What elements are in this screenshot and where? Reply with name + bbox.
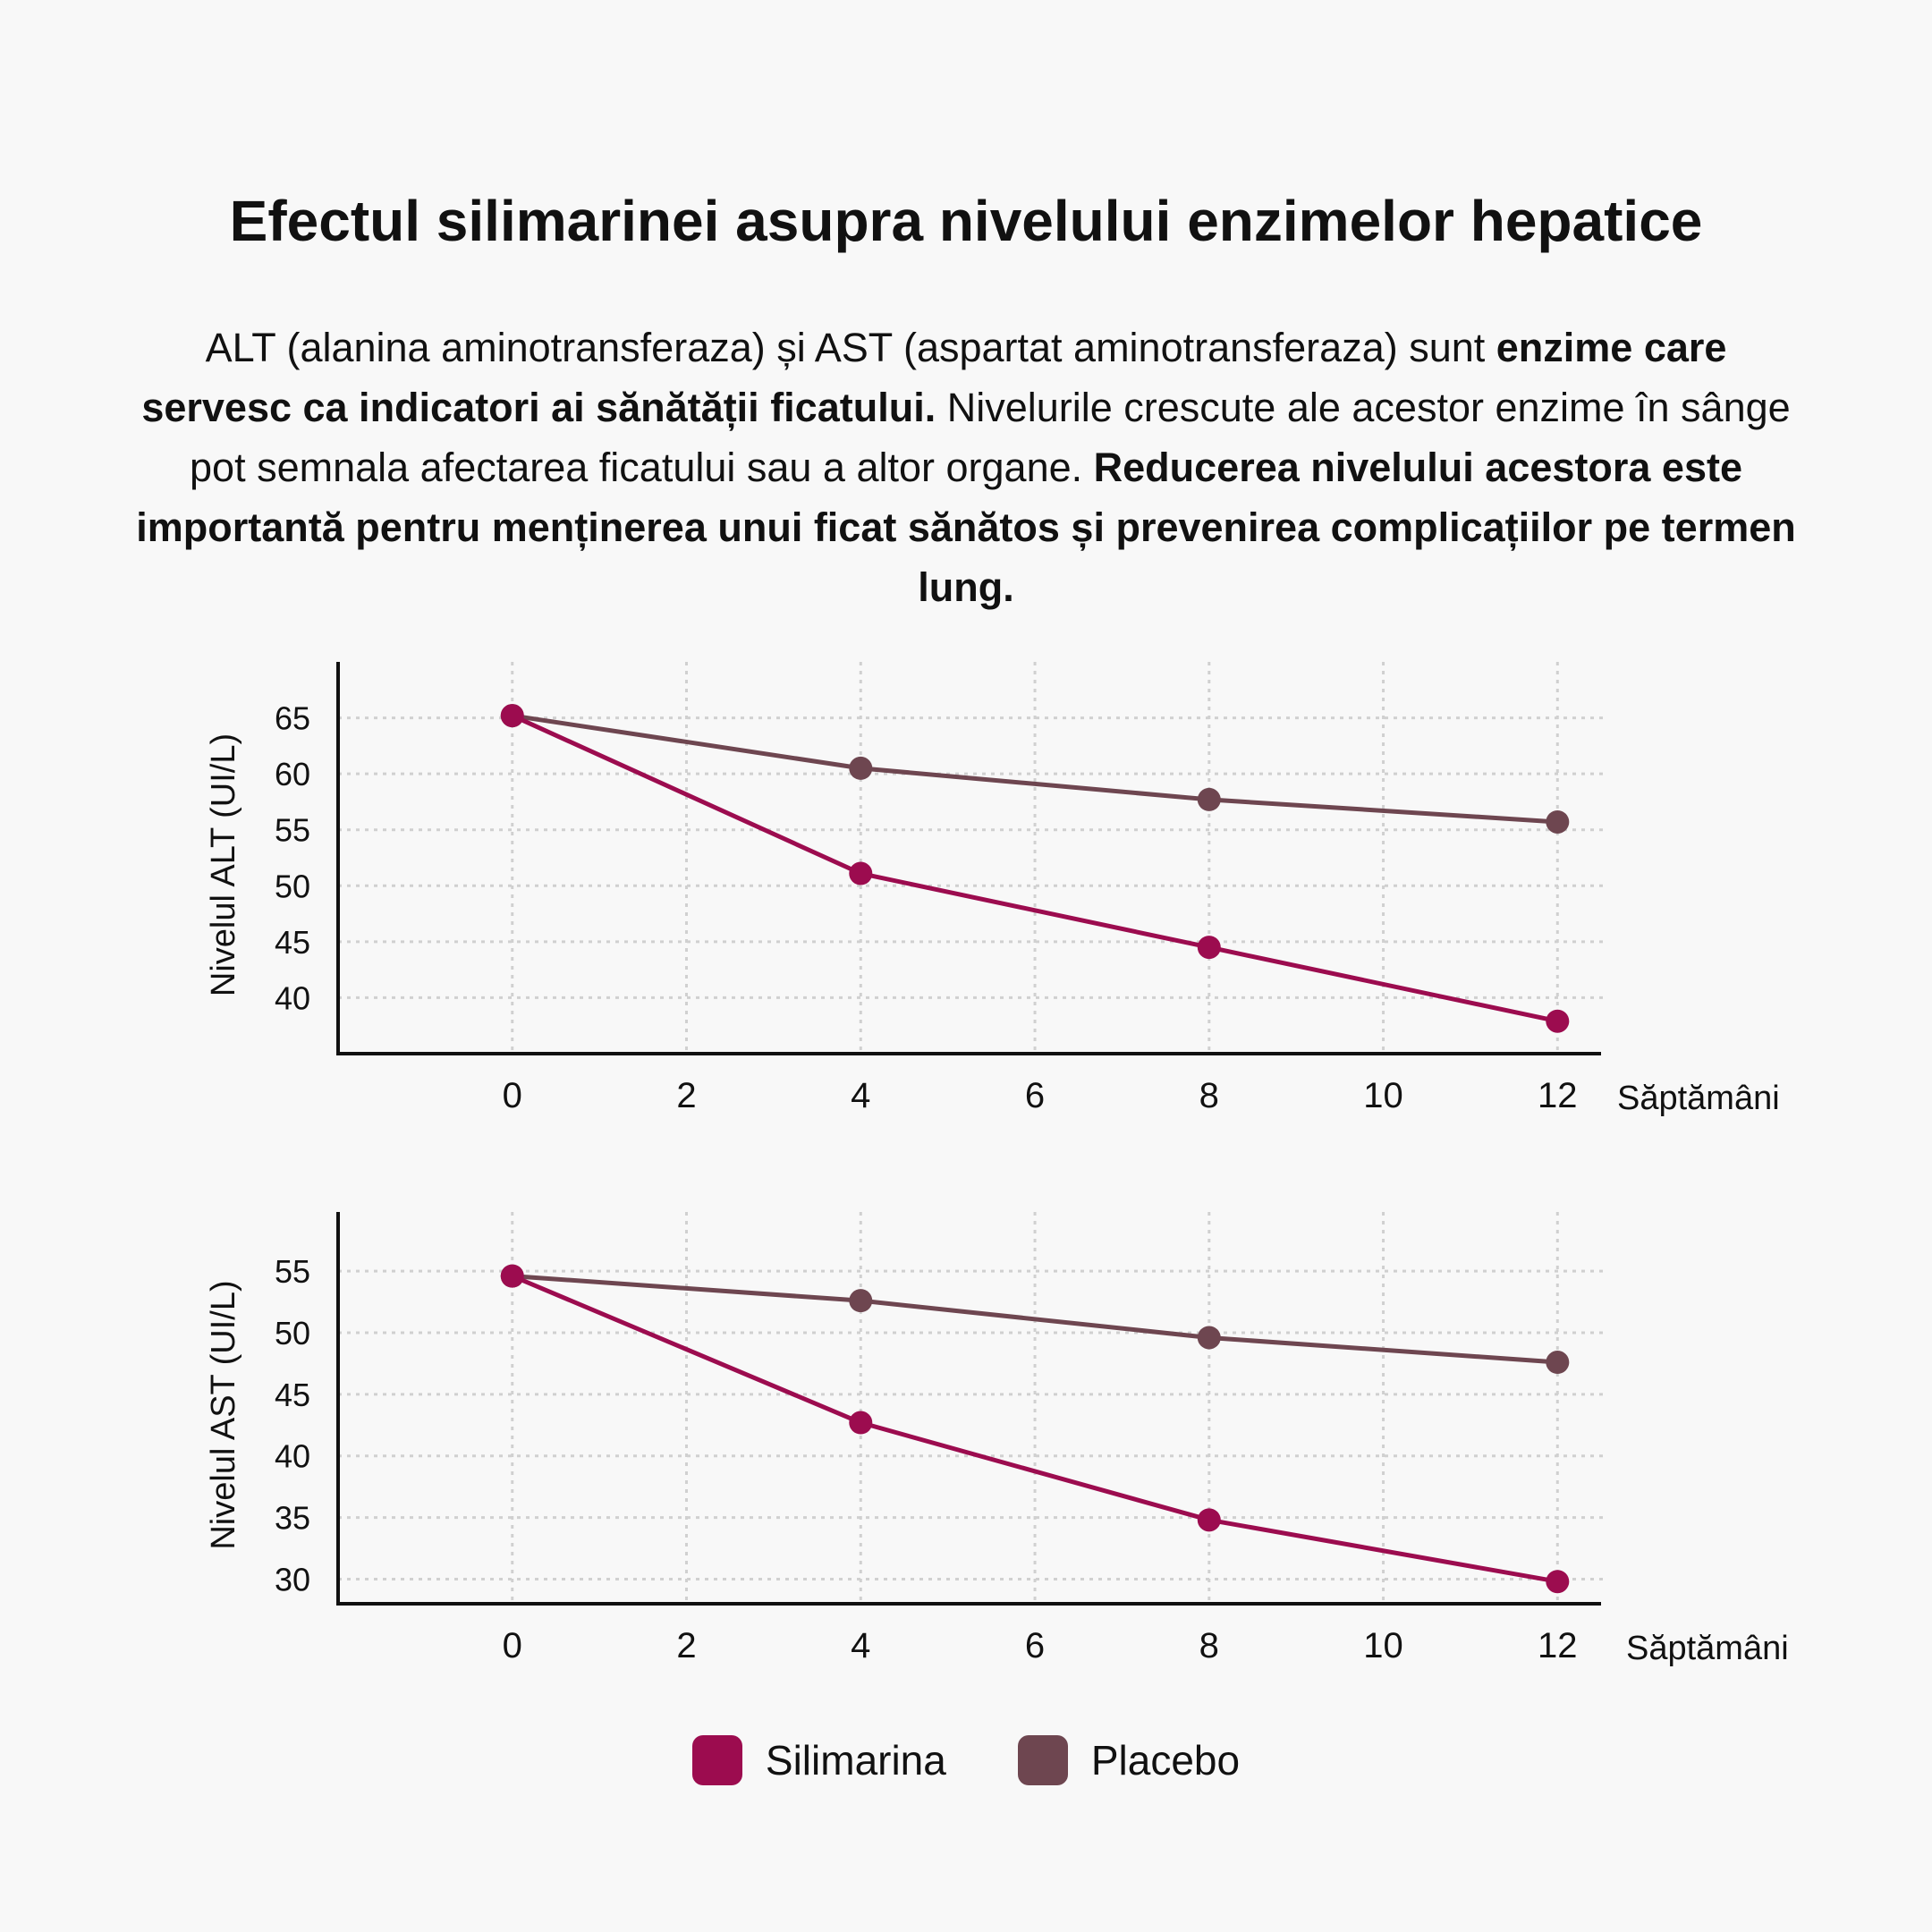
x-tick-label: 12 bbox=[1538, 1076, 1578, 1115]
x-tick-label: 6 bbox=[1025, 1076, 1045, 1115]
data-point-silimarina bbox=[849, 1411, 873, 1435]
intro-bold-text: Reducerea nivelului acestora este import… bbox=[136, 445, 1796, 610]
y-axis-label: Nivelul ALT (UI/L) bbox=[205, 733, 242, 996]
data-point-silimarina bbox=[849, 861, 873, 886]
y-axis-label: Nivelul AST (UI/L) bbox=[205, 1280, 242, 1549]
y-tick-label: 40 bbox=[275, 979, 310, 1016]
x-axis-label: Săptămâni bbox=[1617, 1080, 1780, 1117]
intro-text: Nivelurile crescute ale acestor enzime î… bbox=[190, 385, 1791, 490]
data-point-silimarina bbox=[1546, 1570, 1570, 1594]
x-axis-label: Săptămâni bbox=[1626, 1630, 1789, 1667]
intro-paragraph: ALT (alanina aminotransferaza) și AST (a… bbox=[134, 318, 1798, 617]
x-tick-label: 12 bbox=[1538, 1626, 1578, 1665]
series-line-placebo bbox=[512, 713, 1558, 825]
x-tick-label: 0 bbox=[503, 1626, 522, 1665]
series-line-placebo bbox=[512, 1274, 1558, 1365]
intro-text: ALT (alanina aminotransferaza) și AST (a… bbox=[205, 325, 1496, 370]
x-tick-label: 8 bbox=[1199, 1626, 1219, 1665]
x-tick-label: 8 bbox=[1199, 1076, 1219, 1115]
y-tick-label: 40 bbox=[275, 1438, 310, 1475]
legend: Silimarina Placebo bbox=[0, 1735, 1932, 1785]
y-tick-label: 30 bbox=[275, 1561, 310, 1597]
y-tick-label: 65 bbox=[275, 700, 310, 737]
data-point-placebo bbox=[1197, 787, 1221, 811]
data-point-placebo bbox=[849, 756, 873, 780]
y-tick-label: 50 bbox=[275, 1315, 310, 1352]
x-tick-label: 10 bbox=[1363, 1626, 1403, 1665]
y-tick-label: 45 bbox=[275, 1377, 310, 1413]
data-point-silimarina bbox=[1197, 1508, 1221, 1532]
data-point-placebo bbox=[1546, 1351, 1570, 1375]
data-point-silimarina bbox=[500, 1264, 524, 1288]
data-point-placebo bbox=[1197, 1326, 1221, 1350]
y-tick-label: 50 bbox=[275, 868, 310, 904]
data-point-placebo bbox=[849, 1289, 873, 1313]
legend-label: Silimarina bbox=[765, 1737, 946, 1784]
y-tick-label: 45 bbox=[275, 924, 310, 961]
data-point-silimarina bbox=[1546, 1009, 1570, 1033]
x-tick-label: 2 bbox=[676, 1626, 696, 1665]
legend-item-silimarina: Silimarina bbox=[691, 1735, 946, 1785]
alt-chart: 40 45 50 55 60 65 0 2 4 6 8 10 12 Săptămâni Nivelul AL… bbox=[205, 662, 1780, 1117]
data-point-silimarina bbox=[1197, 936, 1221, 960]
x-tick-label: 10 bbox=[1363, 1076, 1403, 1115]
y-tick-label: 35 bbox=[275, 1500, 310, 1537]
legend-item-placebo: Placebo bbox=[1017, 1735, 1241, 1785]
intro-bold-text: enzime care servesc ca indicatori ai săn… bbox=[141, 325, 1727, 430]
x-tick-label: 2 bbox=[676, 1076, 696, 1115]
y-tick-label: 55 bbox=[275, 1253, 310, 1290]
data-point-silimarina bbox=[500, 704, 524, 728]
legend-swatch bbox=[1017, 1735, 1068, 1785]
legend-swatch bbox=[691, 1735, 742, 1785]
data-point-placebo bbox=[1546, 809, 1570, 834]
series-line-silimarina bbox=[511, 713, 1558, 1024]
y-tick-label: 55 bbox=[275, 812, 310, 849]
x-tick-label: 6 bbox=[1025, 1626, 1045, 1665]
ast-chart: 30 35 40 45 50 55 0 2 4 6 8 10 12 Săptămâni Nivelul AS… bbox=[205, 1212, 1789, 1667]
x-tick-label: 4 bbox=[851, 1626, 870, 1665]
series-line-silimarina bbox=[511, 1274, 1558, 1584]
y-tick-label: 60 bbox=[275, 756, 310, 792]
page-title: Efectul silimarinei asupra nivelului enz… bbox=[229, 189, 1703, 253]
x-tick-label: 0 bbox=[503, 1076, 522, 1115]
x-tick-label: 4 bbox=[851, 1076, 870, 1115]
legend-label: Placebo bbox=[1090, 1737, 1241, 1784]
